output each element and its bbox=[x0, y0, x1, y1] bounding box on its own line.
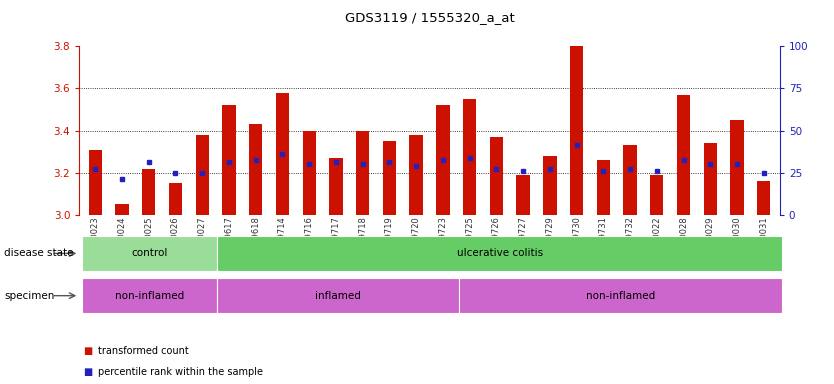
Bar bbox=[409, 135, 423, 215]
Bar bbox=[436, 105, 450, 215]
Bar bbox=[168, 184, 182, 215]
Bar bbox=[115, 204, 128, 215]
Bar bbox=[276, 93, 289, 215]
Text: ulcerative colitis: ulcerative colitis bbox=[456, 248, 543, 258]
Bar bbox=[757, 181, 771, 215]
Text: non-inflamed: non-inflamed bbox=[114, 291, 184, 301]
Text: disease state: disease state bbox=[4, 248, 73, 258]
Bar bbox=[623, 145, 636, 215]
Bar bbox=[249, 124, 263, 215]
Bar bbox=[463, 99, 476, 215]
Text: ■: ■ bbox=[83, 346, 93, 356]
Text: percentile rank within the sample: percentile rank within the sample bbox=[98, 367, 264, 377]
Bar bbox=[704, 143, 717, 215]
Bar bbox=[329, 158, 343, 215]
Text: transformed count: transformed count bbox=[98, 346, 189, 356]
Bar bbox=[356, 131, 369, 215]
Text: inflamed: inflamed bbox=[315, 291, 361, 301]
Bar bbox=[677, 94, 691, 215]
Bar bbox=[731, 120, 744, 215]
Text: GDS3119 / 1555320_a_at: GDS3119 / 1555320_a_at bbox=[344, 12, 515, 25]
Bar bbox=[651, 175, 664, 215]
Bar bbox=[596, 160, 610, 215]
Bar bbox=[88, 149, 102, 215]
Text: specimen: specimen bbox=[4, 291, 54, 301]
Bar bbox=[490, 137, 503, 215]
Bar bbox=[223, 105, 236, 215]
Bar bbox=[383, 141, 396, 215]
Text: control: control bbox=[131, 248, 168, 258]
Bar bbox=[516, 175, 530, 215]
Bar bbox=[142, 169, 155, 215]
Bar bbox=[195, 135, 208, 215]
Bar bbox=[303, 131, 316, 215]
Text: ■: ■ bbox=[83, 367, 93, 377]
Text: non-inflamed: non-inflamed bbox=[586, 291, 656, 301]
Bar bbox=[570, 46, 583, 215]
Bar bbox=[543, 156, 556, 215]
